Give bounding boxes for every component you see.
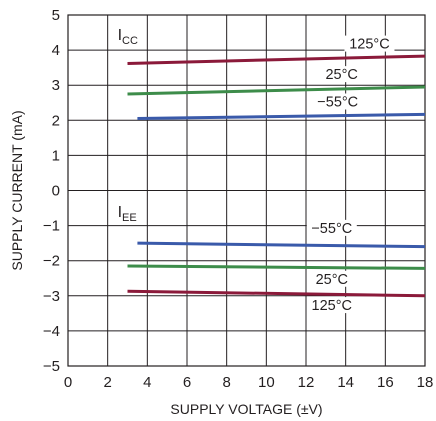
x-tick-label: 16 [377,374,394,391]
series-line [127,85,426,96]
series-label: −55°C [311,221,352,237]
series-label-bg [310,270,353,287]
x-tick-label: 18 [417,374,434,391]
series-label: 125°C [312,298,352,314]
series-lines [127,54,426,298]
series-label: 25°C [316,272,348,288]
series-line [137,241,426,249]
x-tick-label: 2 [103,374,111,391]
y-tick-label: 5 [52,7,60,24]
x-tick-label: 10 [258,374,275,391]
series-line [127,264,426,270]
series-label: −55°C [317,95,358,111]
y-tick-label: 1 [52,147,60,164]
y-tick-label: 2 [52,112,60,129]
y-axis-title: SUPPLY CURRENT (mA) [9,110,25,270]
group-label-subscript: EE [122,212,137,224]
series-label: 125°C [349,37,389,53]
plot-frame [67,14,426,367]
series-line [137,112,426,121]
y-tick-label: −3 [43,288,60,305]
y-tick-label: 0 [52,183,60,200]
y-tick-label: −2 [43,253,60,270]
group-label-bg [111,22,146,45]
y-tick-label: 4 [52,42,60,59]
x-tick-label: 4 [143,374,151,391]
series-label-bg [306,219,357,236]
y-tick-label: −5 [43,358,60,375]
x-tick-label: 6 [183,374,191,391]
x-axis-title: SUPPLY VOLTAGE (±V) [170,401,322,417]
series-line [127,289,426,298]
y-tick-label: 3 [52,77,60,94]
series-label: 25°C [325,67,357,83]
series-line [127,54,426,65]
x-tick-label: 14 [337,374,354,391]
y-tick-label: −1 [43,218,60,235]
group-label-subscript: CC [122,35,138,47]
series-label-bg [344,35,395,52]
x-tick-label: 0 [64,374,72,391]
x-tick-label: 8 [222,374,230,391]
group-label-bg [111,200,146,223]
series-label-bg [306,297,357,314]
y-tick-label: −4 [43,323,60,340]
grid [67,14,426,367]
series-label-bg [312,93,363,110]
x-tick-label: 12 [298,374,315,391]
series-label-bg [320,66,363,83]
